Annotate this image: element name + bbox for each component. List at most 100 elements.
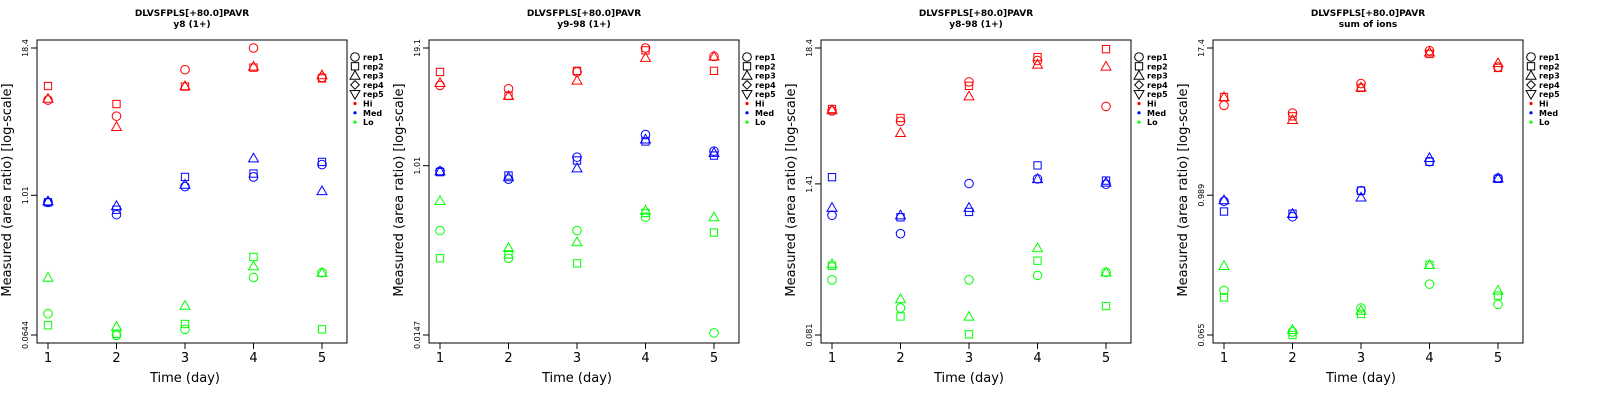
x-tick-label: 1 — [1220, 351, 1228, 366]
legend-marker-hi — [1137, 101, 1141, 106]
legend-label: rep3 — [1147, 72, 1168, 81]
legend-label: rep1 — [363, 53, 384, 62]
y-axis-label: Measured (area ratio) [log-scale] — [392, 83, 407, 296]
data-point-hi-rep3 — [316, 69, 328, 80]
data-point-lo-rep1 — [895, 303, 906, 313]
legend-label: Hi — [363, 100, 373, 109]
data-point-hi-rep1 — [1101, 101, 1111, 112]
data-point-lo-rep2 — [180, 319, 190, 329]
legend-label: Hi — [1539, 100, 1549, 109]
legend-label: rep3 — [1539, 72, 1560, 81]
legend-marker-med — [745, 111, 749, 115]
chart-subtitle: y9-98 (1+) — [557, 20, 611, 30]
data-point-lo-rep1 — [43, 308, 53, 319]
data-point-lo-rep3 — [639, 204, 652, 215]
y-axis-label: Measured (area ratio) [log-scale] — [0, 83, 15, 296]
data-point-hi-rep3 — [1100, 60, 1112, 71]
legend-label: rep5 — [1147, 90, 1168, 99]
data-point-med-rep2 — [709, 151, 719, 160]
data-point-lo-rep2 — [43, 321, 53, 330]
data-point-med-rep2 — [1033, 161, 1042, 170]
data-point-hi-rep1 — [1032, 55, 1043, 66]
data-point-lo-rep2 — [709, 228, 719, 237]
legend-marker-rep3 — [1133, 69, 1145, 80]
data-point-hi-rep1 — [827, 106, 837, 116]
data-point-lo-rep1 — [827, 274, 837, 285]
data-point-hi-rep2 — [641, 46, 650, 55]
data-point-med-rep3 — [1100, 176, 1112, 187]
data-point-med-rep3 — [571, 162, 583, 173]
legend-marker-rep5 — [349, 89, 361, 101]
data-point-hi-rep3 — [502, 89, 515, 100]
data-point-lo-rep3 — [894, 293, 907, 304]
legend-label: rep5 — [755, 90, 776, 99]
data-point-lo-rep2 — [504, 250, 513, 259]
data-point-med-rep2 — [180, 172, 190, 182]
legend-label: Med — [1147, 109, 1166, 118]
y-axis-label: Measured (area ratio) [log-scale] — [1176, 83, 1191, 296]
data-point-lo-rep2 — [572, 259, 582, 268]
y-tick-label: 1.01 — [413, 157, 422, 175]
data-point-lo-rep2 — [1101, 301, 1111, 311]
data-point-med-rep1 — [180, 181, 190, 192]
data-point-lo-rep1 — [640, 212, 651, 222]
data-point-lo-rep2 — [1219, 293, 1229, 302]
data-point-med-rep3 — [42, 195, 54, 206]
legend-label: rep2 — [1147, 62, 1168, 71]
legend-label: Med — [1539, 109, 1558, 118]
plot-frame — [36, 39, 348, 344]
legend-marker-rep3 — [349, 69, 361, 80]
data-point-med-rep1 — [1219, 196, 1229, 207]
data-point-med-rep3 — [502, 171, 515, 182]
data-point-lo-rep3 — [110, 320, 123, 331]
legend-marker-med — [353, 111, 357, 115]
y-tick-label: 0.989 — [1197, 184, 1206, 207]
data-point-med-rep3 — [110, 199, 123, 211]
legend-label: rep5 — [363, 90, 384, 99]
data-point-lo-rep1 — [248, 272, 259, 283]
legend-marker-lo — [1137, 120, 1141, 124]
legend-label: Hi — [1147, 100, 1157, 109]
x-tick-label: 2 — [896, 351, 904, 366]
data-point-med-rep3 — [639, 133, 652, 144]
x-tick-label: 4 — [1033, 351, 1041, 366]
data-point-med-rep2 — [249, 169, 258, 178]
data-point-hi-rep2 — [1493, 63, 1503, 73]
legend-label: rep1 — [1539, 53, 1560, 62]
legend-marker-med — [1137, 111, 1141, 115]
data-point-med-rep3 — [316, 185, 328, 196]
legend-label: Lo — [1539, 118, 1550, 127]
chart-title: DLVSFPLS[+80.0]PAVR — [1311, 9, 1425, 19]
data-point-med-rep3 — [1492, 172, 1504, 183]
y-tick-label: 0.0147 — [413, 321, 422, 349]
chart-title: DLVSFPLS[+80.0]PAVR — [919, 9, 1033, 19]
data-point-med-rep3 — [826, 201, 838, 212]
data-point-lo-rep2 — [1288, 330, 1297, 340]
data-point-lo-rep3 — [316, 266, 328, 277]
x-tick-label: 3 — [181, 351, 189, 366]
x-tick-label: 4 — [641, 351, 649, 366]
data-point-hi-rep3 — [1355, 81, 1367, 92]
y-tick-label: 18.4 — [21, 39, 30, 57]
data-point-hi-rep1 — [1219, 100, 1229, 111]
chart-title: DLVSFPLS[+80.0]PAVR — [527, 9, 641, 19]
legend-marker-rep4 — [741, 79, 753, 90]
data-point-med-rep1 — [248, 172, 259, 182]
data-point-med-rep3 — [963, 201, 975, 212]
data-point-hi-rep2 — [180, 82, 190, 91]
data-point-hi-rep3 — [1423, 46, 1436, 57]
legend-label: Lo — [1147, 118, 1158, 127]
legend-label: rep5 — [1539, 90, 1560, 99]
data-point-hi-rep3 — [571, 74, 583, 85]
legend-marker-hi — [353, 101, 357, 106]
legend-marker-hi — [745, 101, 749, 106]
legend-label: Lo — [363, 118, 374, 127]
x-tick-label: 1 — [436, 351, 444, 366]
data-point-hi-rep1 — [964, 77, 974, 87]
x-tick-label: 5 — [1102, 351, 1110, 366]
x-tick-label: 1 — [828, 351, 836, 366]
